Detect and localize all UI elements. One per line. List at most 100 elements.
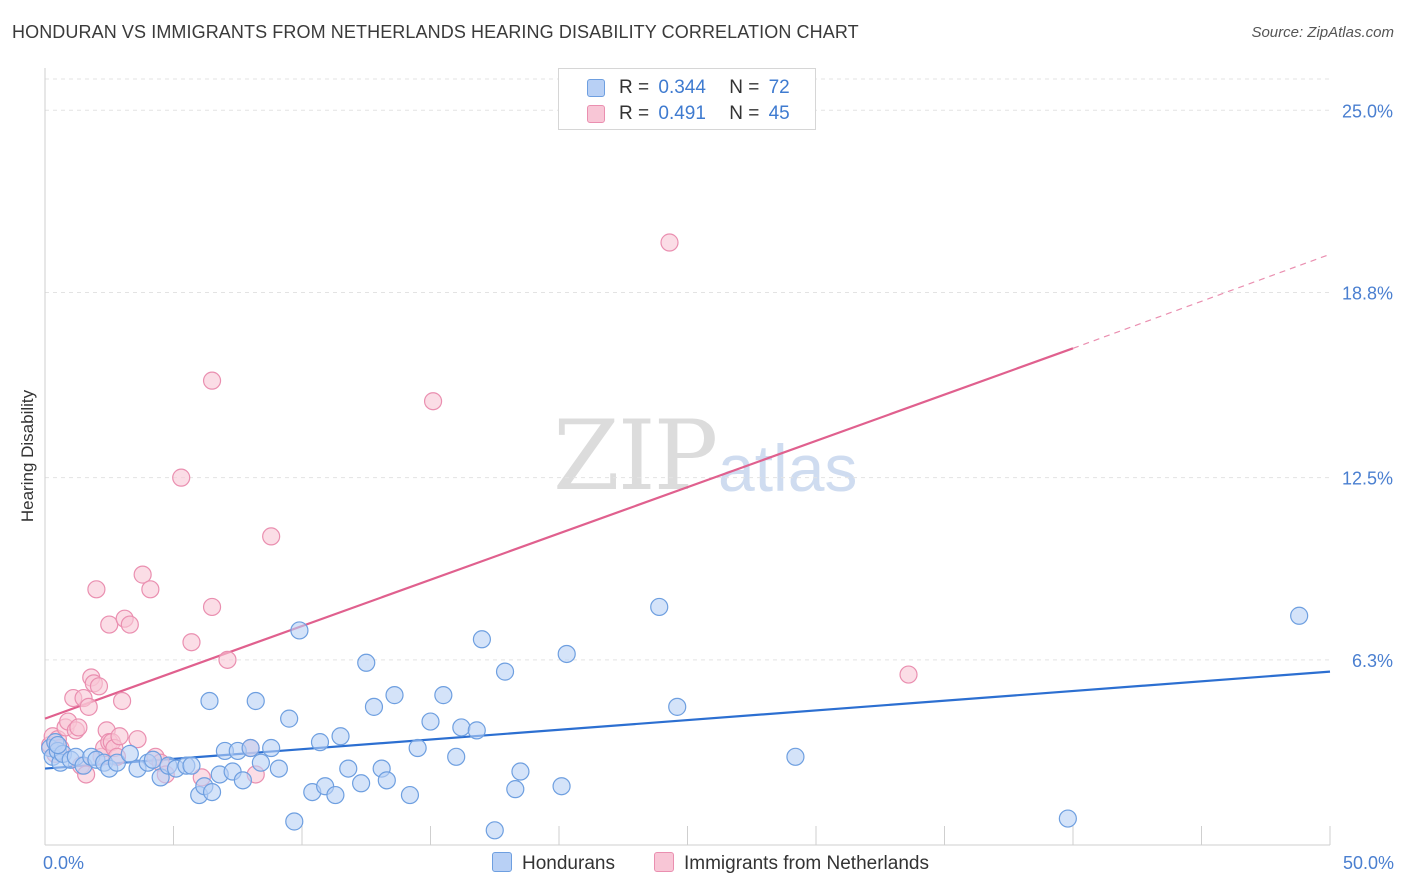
- gridlines: [45, 78, 1330, 661]
- data-point-hondurans: [280, 709, 299, 728]
- trend-line-hondurans: [44, 670, 1331, 770]
- data-point-hondurans: [364, 697, 384, 716]
- y-tick-label: 18.8%: [1342, 283, 1393, 303]
- data-point-hondurans: [377, 771, 396, 790]
- data-point-hondurans: [434, 686, 453, 705]
- honduran-points: [41, 597, 1309, 840]
- data-point-hondurans: [506, 780, 525, 799]
- data-point-netherlands: [423, 392, 443, 411]
- data-point-hondurans: [352, 774, 371, 793]
- data-point-hondurans: [251, 753, 270, 772]
- data-point-hondurans: [143, 750, 163, 769]
- correlation-legend: R = 0.344 N = 72 R = 0.491 N = 45: [558, 68, 816, 130]
- data-point-hondurans: [1290, 606, 1309, 625]
- legend-r-label: R =: [619, 103, 650, 124]
- data-point-hondurans: [339, 759, 358, 778]
- y-tick-label: 6.3%: [1352, 651, 1393, 671]
- data-point-hondurans: [452, 718, 471, 737]
- legend-r-value-netherlands: 0.491: [658, 103, 706, 124]
- data-point-netherlands: [141, 580, 160, 599]
- bottom-legend-netherlands: Immigrants from Netherlands: [654, 852, 929, 875]
- data-point-netherlands: [133, 565, 152, 584]
- y-tick-label: 25.0%: [1342, 101, 1393, 121]
- data-point-hondurans: [447, 747, 466, 766]
- legend-n-value-netherlands: 45: [768, 103, 790, 124]
- data-point-hondurans: [408, 738, 427, 758]
- legend-swatch-hondurans: [587, 79, 605, 97]
- data-point-hondurans: [472, 630, 491, 649]
- data-point-hondurans: [668, 697, 687, 716]
- data-point-netherlands: [182, 633, 201, 652]
- data-point-netherlands: [172, 468, 191, 487]
- data-point-hondurans: [400, 785, 420, 805]
- data-point-hondurans: [467, 721, 486, 740]
- data-point-netherlands: [112, 691, 132, 711]
- data-point-hondurans: [107, 753, 127, 772]
- data-point-hondurans: [557, 644, 576, 664]
- data-point-netherlands: [218, 650, 237, 669]
- legend-n-label: N =: [729, 77, 760, 98]
- legend-r-value-hondurans: 0.344: [658, 77, 706, 98]
- data-point-hondurans: [326, 785, 345, 805]
- data-point-hondurans: [246, 691, 265, 711]
- data-point-hondurans: [48, 735, 67, 755]
- data-point-netherlands: [100, 615, 119, 634]
- legend-swatch-netherlands: [587, 105, 605, 123]
- chart-title: HONDURAN VS IMMIGRANTS FROM NETHERLANDS …: [12, 22, 859, 42]
- bottom-legend-swatch-hondurans: [492, 852, 512, 872]
- trend-line-netherlands-extension: [1072, 253, 1331, 349]
- bottom-legend-label-hondurans: Hondurans: [522, 853, 615, 874]
- watermark-zip: ZIP: [553, 400, 718, 512]
- data-point-netherlands: [120, 615, 139, 634]
- data-point-netherlands: [202, 371, 222, 390]
- data-point-hondurans: [200, 691, 219, 711]
- data-point-hondurans: [331, 727, 350, 746]
- data-point-netherlands: [110, 727, 129, 746]
- data-point-hondurans: [485, 821, 504, 840]
- data-point-hondurans: [233, 771, 252, 790]
- data-point-netherlands: [262, 527, 281, 546]
- legend-n-value-hondurans: 72: [768, 77, 790, 98]
- data-point-netherlands: [660, 233, 679, 252]
- bottom-legend-hondurans: Hondurans: [492, 852, 615, 875]
- y-tick-label: 12.5%: [1342, 469, 1393, 489]
- data-point-netherlands: [202, 597, 222, 617]
- data-point-netherlands: [69, 718, 88, 737]
- netherlands-points: [41, 233, 918, 787]
- data-point-hondurans: [357, 653, 376, 672]
- bottom-legend-label-netherlands: Immigrants from Netherlands: [684, 853, 929, 874]
- data-point-hondurans: [182, 756, 201, 775]
- data-point-hondurans: [385, 686, 404, 705]
- data-point-hondurans: [285, 812, 304, 831]
- axes: [44, 68, 1331, 846]
- tick-labels: 6.3% 12.5% 18.8% 25.0% 0.0% 50.0%: [43, 101, 1394, 873]
- bottom-legend-swatch-netherlands: [654, 852, 674, 872]
- data-point-hondurans: [262, 738, 281, 758]
- x-tick-label-min: 0.0%: [43, 853, 84, 873]
- data-point-netherlands: [87, 580, 106, 599]
- source-credit: Source: ZipAtlas.com: [1251, 24, 1394, 41]
- data-point-netherlands: [899, 665, 918, 684]
- data-point-netherlands: [128, 730, 147, 749]
- data-point-hondurans: [552, 777, 571, 796]
- data-point-hondurans: [202, 782, 222, 802]
- legend-r-label: R =: [619, 77, 650, 98]
- data-point-hondurans: [650, 597, 669, 617]
- data-point-hondurans: [310, 733, 330, 752]
- data-point-hondurans: [1058, 809, 1077, 828]
- data-point-netherlands: [89, 677, 109, 696]
- trend-line-netherlands: [44, 347, 1074, 720]
- data-point-hondurans: [241, 738, 260, 758]
- data-point-netherlands: [79, 697, 98, 716]
- data-point-hondurans: [269, 759, 288, 778]
- legend-n-label: N =: [729, 103, 760, 124]
- data-point-hondurans: [421, 712, 440, 731]
- trend-lines: [44, 253, 1331, 770]
- data-point-hondurans: [495, 662, 515, 681]
- data-point-hondurans: [120, 744, 139, 763]
- data-point-hondurans: [786, 747, 805, 766]
- data-point-hondurans: [511, 762, 530, 781]
- x-tick-label-max: 50.0%: [1343, 853, 1394, 873]
- data-point-hondurans: [290, 621, 309, 640]
